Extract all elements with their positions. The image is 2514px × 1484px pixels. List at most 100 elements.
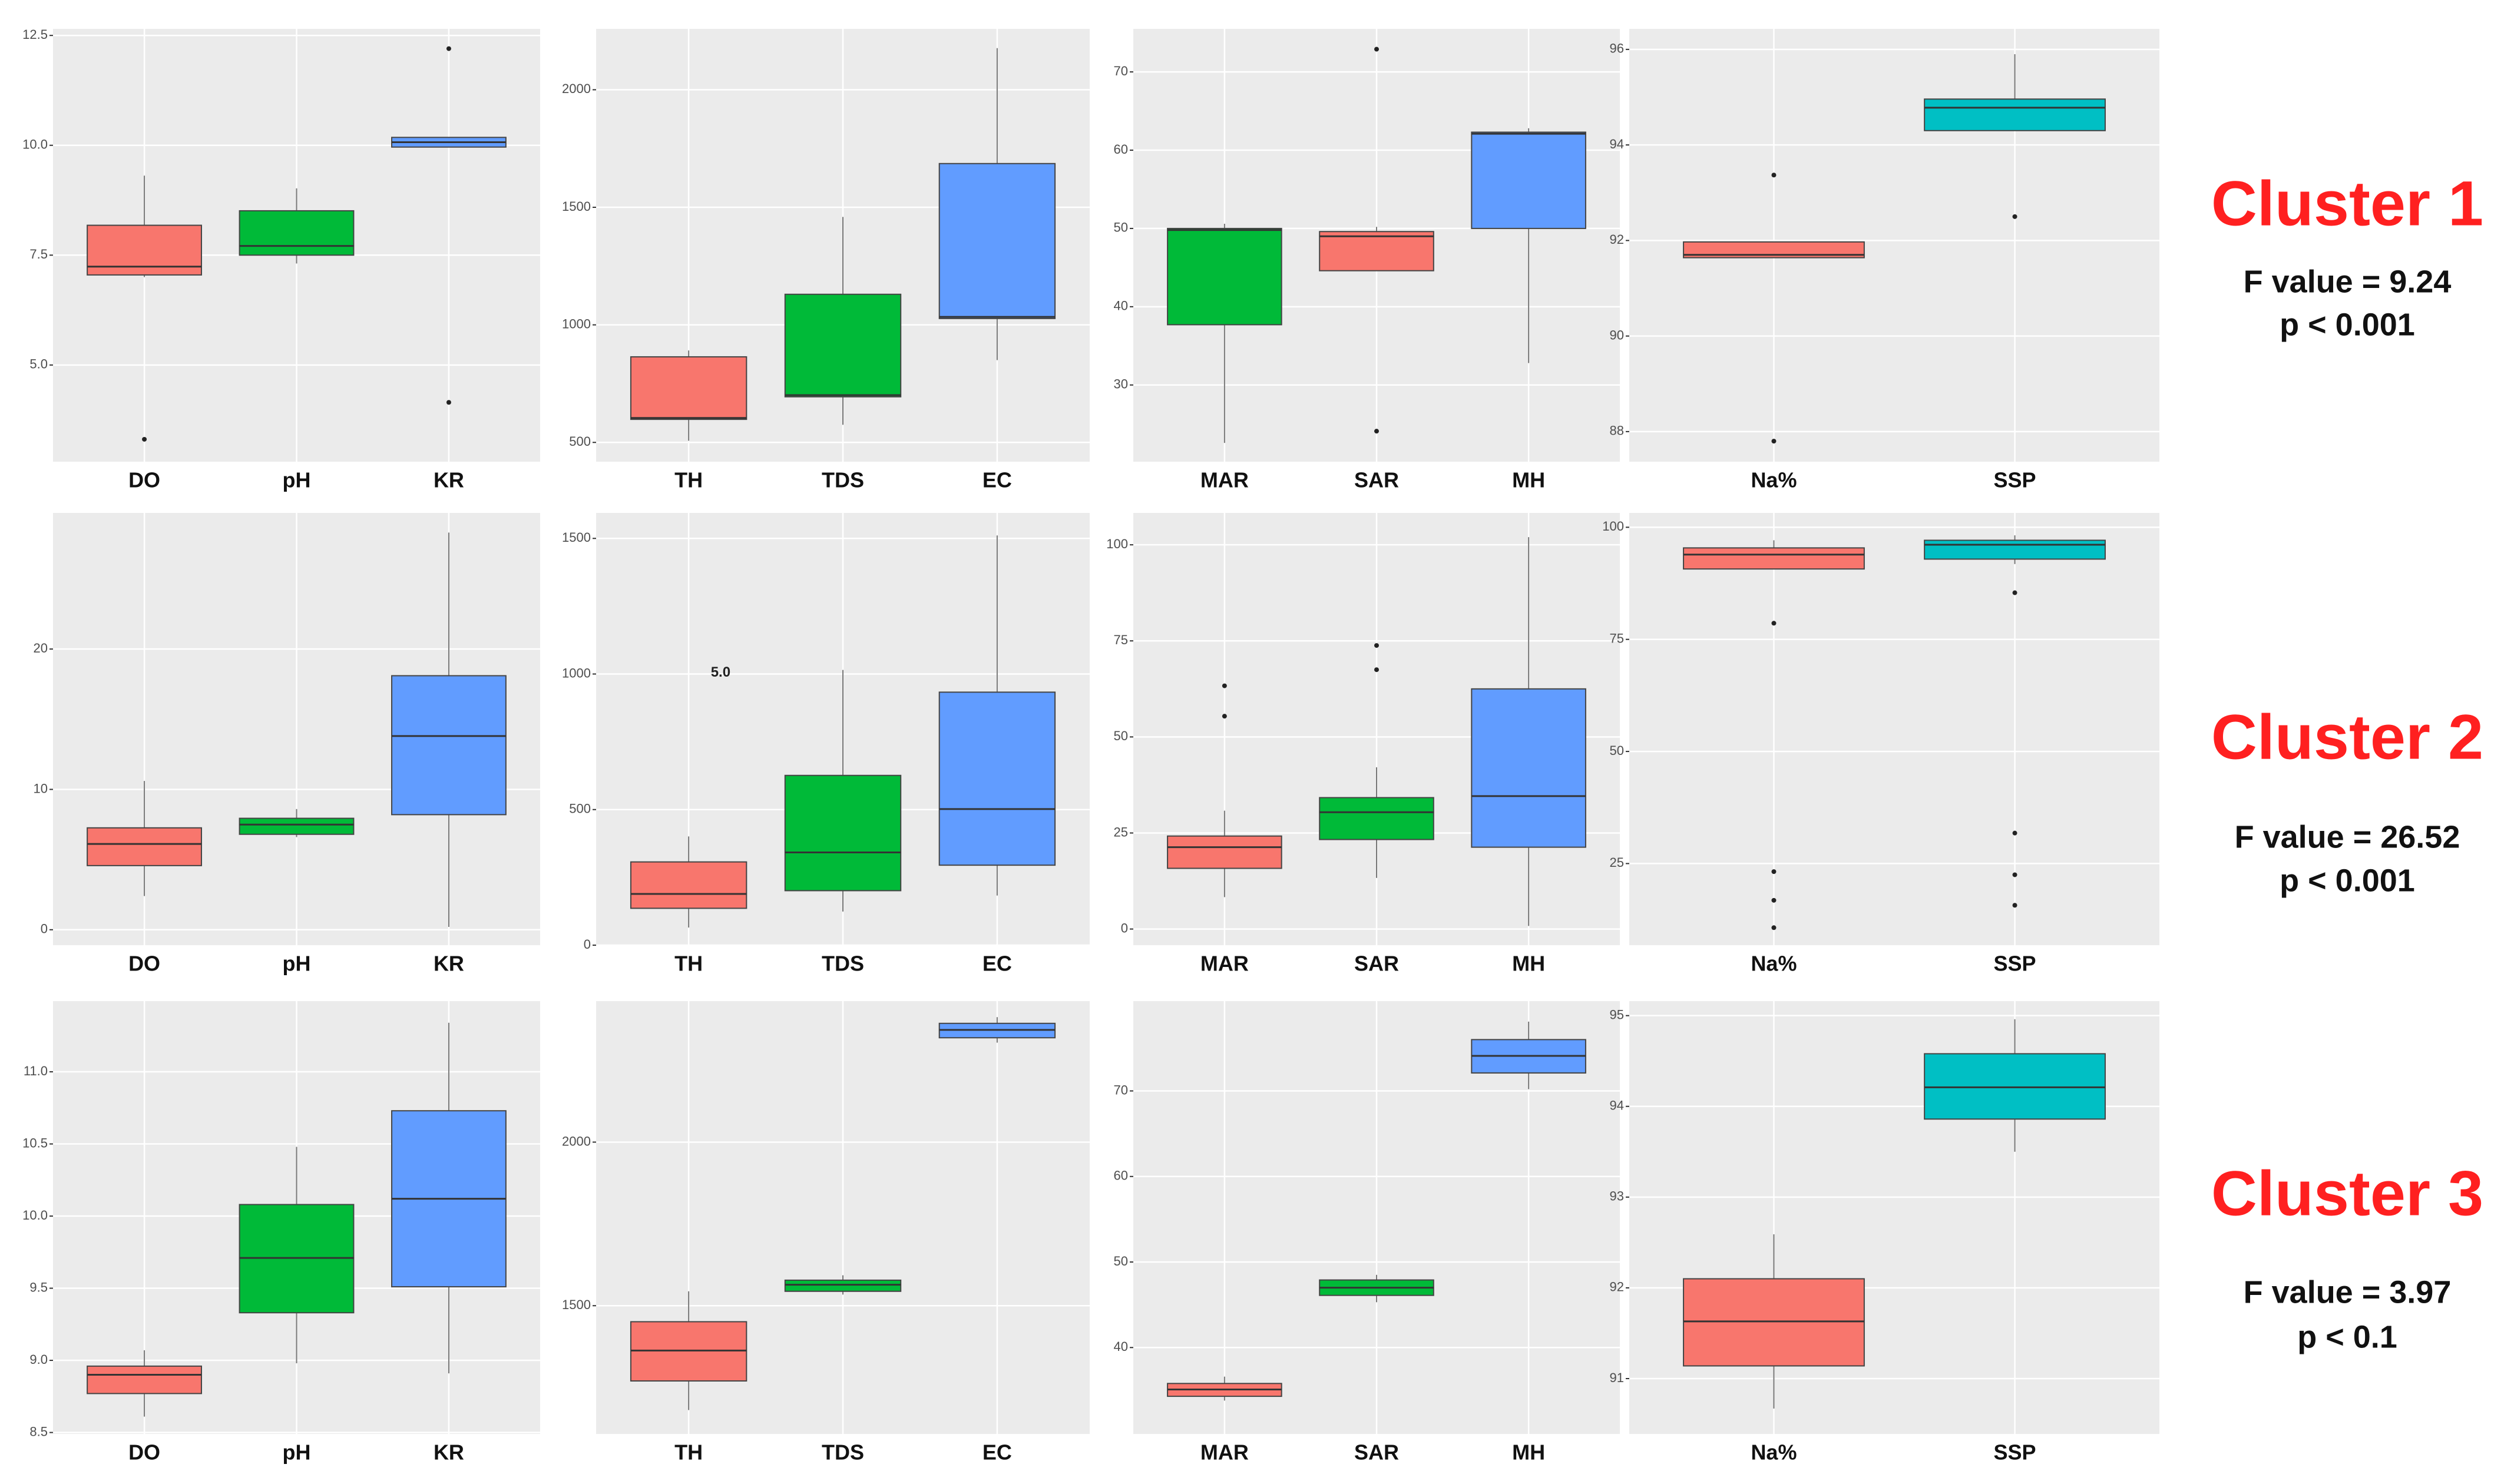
x-tick-label: DO bbox=[128, 952, 160, 976]
x-tick-label: SAR bbox=[1354, 468, 1399, 492]
annotation: 5.0 bbox=[711, 664, 730, 680]
y-tick-label: 40 bbox=[1114, 299, 1128, 313]
y-tick-label: 94 bbox=[1610, 137, 1624, 151]
y-tick-label: 0 bbox=[1121, 920, 1128, 935]
y-tick-label: 40 bbox=[1114, 1339, 1128, 1354]
box bbox=[1167, 835, 1282, 869]
y-tick-label: 95 bbox=[1610, 1007, 1624, 1022]
x-tick-label: pH bbox=[283, 468, 311, 492]
box bbox=[630, 356, 747, 420]
y-tick-label: 9.5 bbox=[29, 1280, 48, 1294]
y-tick-label: 7.5 bbox=[29, 247, 48, 261]
x-tick-label: SSP bbox=[1994, 1440, 2036, 1465]
y-tick-label: 100 bbox=[1106, 536, 1128, 551]
outlier bbox=[1374, 47, 1379, 52]
x-tick-label: SSP bbox=[1994, 952, 2036, 976]
x-tick-label: MAR bbox=[1200, 952, 1249, 976]
x-tick-label: MH bbox=[1512, 468, 1545, 492]
box bbox=[1924, 539, 2106, 560]
y-tick-label: 70 bbox=[1114, 64, 1128, 78]
cluster-title: Cluster 1 bbox=[2211, 168, 2483, 239]
outlier bbox=[1771, 173, 1777, 178]
y-tick-label: 10.5 bbox=[22, 1135, 48, 1150]
f-value: F value = 26.52 bbox=[2235, 819, 2460, 854]
box bbox=[1683, 1278, 1865, 1367]
y-tick-label: 1000 bbox=[562, 316, 591, 331]
y-tick-label: 75 bbox=[1610, 631, 1624, 646]
x-tick-label: DO bbox=[128, 468, 160, 492]
y-tick-label: 1500 bbox=[562, 1297, 591, 1312]
box bbox=[938, 691, 1056, 866]
p-value: p < 0.001 bbox=[2280, 863, 2415, 898]
y-tick-label: 1500 bbox=[562, 199, 591, 214]
y-tick-label: 100 bbox=[1602, 519, 1624, 534]
y-tick-label: 88 bbox=[1610, 423, 1624, 438]
p-value: p < 0.001 bbox=[2280, 307, 2415, 342]
y-tick-label: 25 bbox=[1114, 824, 1128, 839]
y-tick-label: 30 bbox=[1114, 377, 1128, 392]
x-tick-label: TH bbox=[674, 468, 703, 492]
y-tick-label: 60 bbox=[1114, 142, 1128, 157]
x-tick-label: Na% bbox=[1751, 1440, 1797, 1465]
x-tick-label: SAR bbox=[1354, 952, 1399, 976]
outlier bbox=[1771, 897, 1777, 903]
box bbox=[1683, 547, 1865, 570]
x-tick-label: pH bbox=[283, 952, 311, 976]
y-tick-label: 25 bbox=[1610, 855, 1624, 870]
box bbox=[1319, 231, 1434, 271]
outlier bbox=[1771, 439, 1777, 444]
x-tick-label: MAR bbox=[1200, 1440, 1249, 1465]
x-tick-label: MAR bbox=[1200, 468, 1249, 492]
y-tick-label: 12.5 bbox=[22, 27, 48, 42]
x-tick-label: Na% bbox=[1751, 468, 1797, 492]
y-tick-label: 70 bbox=[1114, 1082, 1128, 1097]
box bbox=[1471, 688, 1586, 848]
outlier bbox=[1374, 643, 1379, 648]
x-tick-label: DO bbox=[128, 1440, 160, 1465]
box bbox=[239, 817, 355, 835]
box bbox=[391, 675, 507, 816]
box bbox=[784, 1279, 902, 1292]
outlier bbox=[1771, 925, 1777, 930]
y-tick-label: 9.0 bbox=[29, 1352, 48, 1367]
box bbox=[784, 774, 902, 892]
box bbox=[239, 210, 355, 256]
x-tick-label: KR bbox=[434, 468, 464, 492]
box bbox=[87, 1365, 202, 1394]
x-tick-label: KR bbox=[434, 952, 464, 976]
y-tick-label: 10 bbox=[34, 781, 48, 796]
y-tick-label: 2000 bbox=[562, 81, 591, 96]
outlier bbox=[2012, 590, 2017, 595]
outlier bbox=[2012, 903, 2017, 908]
y-tick-label: 10.0 bbox=[22, 1208, 48, 1223]
x-tick-label: TDS bbox=[822, 952, 864, 976]
y-tick-label: 0 bbox=[41, 922, 48, 936]
f-value: F value = 9.24 bbox=[2244, 264, 2452, 299]
panel-background bbox=[1629, 513, 2159, 945]
box bbox=[1167, 227, 1282, 326]
x-tick-label: SSP bbox=[1994, 468, 2036, 492]
x-tick-label: SAR bbox=[1354, 1440, 1399, 1465]
y-tick-label: 90 bbox=[1610, 327, 1624, 342]
x-tick-label: pH bbox=[283, 1440, 311, 1465]
x-tick-label: EC bbox=[983, 1440, 1012, 1465]
y-tick-label: 1500 bbox=[562, 530, 591, 545]
x-tick-label: TH bbox=[674, 952, 703, 976]
box bbox=[784, 293, 902, 398]
p-value: p < 0.1 bbox=[2297, 1319, 2397, 1354]
box bbox=[630, 861, 747, 909]
cluster-title: Cluster 3 bbox=[2211, 1158, 2483, 1229]
outlier bbox=[1374, 429, 1379, 434]
box bbox=[87, 827, 202, 866]
x-tick-label: TDS bbox=[822, 1440, 864, 1465]
x-tick-label: Na% bbox=[1751, 952, 1797, 976]
y-tick-label: 50 bbox=[1114, 220, 1128, 235]
cluster-title: Cluster 2 bbox=[2211, 701, 2483, 773]
y-tick-label: 20 bbox=[34, 641, 48, 655]
f-value: F value = 3.97 bbox=[2244, 1274, 2452, 1310]
outlier bbox=[1771, 869, 1777, 874]
outlier bbox=[1771, 621, 1777, 626]
x-tick-label: MH bbox=[1512, 1440, 1545, 1465]
y-tick-label: 92 bbox=[1610, 232, 1624, 247]
